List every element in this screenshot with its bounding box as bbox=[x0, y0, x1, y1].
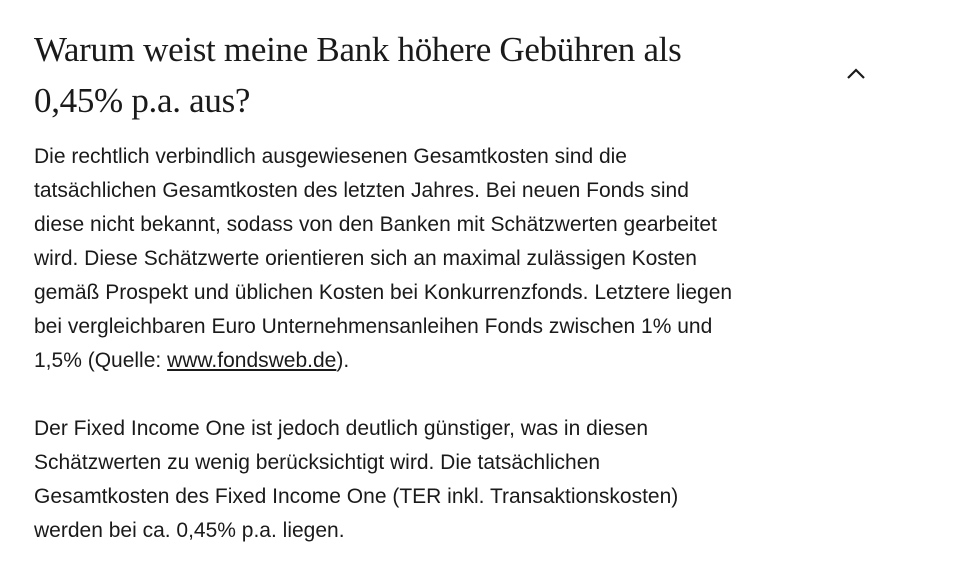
answer-line: Schätzwerten zu wenig berücksichtigt wir… bbox=[34, 451, 601, 474]
answer-line: Gesamtkosten des Fixed Income One (TER i… bbox=[34, 485, 679, 508]
source-suffix: ). bbox=[336, 349, 350, 372]
question-line: 0,45% p.a. aus? bbox=[34, 81, 251, 120]
answer-line: tatsächlichen Gesamtkosten des letzten J… bbox=[34, 179, 689, 202]
answer-paragraph-2: Der Fixed Income One ist jedoch deutlich… bbox=[34, 412, 934, 548]
answer-line: gemäß Prospekt und üblichen Kosten bei K… bbox=[34, 281, 733, 304]
answer-line: wird. Diese Schätzwerte orientieren sich… bbox=[34, 247, 697, 270]
answer-line: diese nicht bekannt, sodass von den Bank… bbox=[34, 213, 717, 236]
answer-line: 1,5% (Quelle: www.fondsweb.de). bbox=[34, 344, 934, 378]
answer-line: werden bei ca. 0,45% p.a. liegen. bbox=[34, 519, 345, 542]
faq-question[interactable]: Warum weist meine Bank höhere Gebühren a… bbox=[34, 24, 774, 126]
question-line: Warum weist meine Bank höhere Gebühren a… bbox=[34, 30, 682, 69]
fondsweb-link[interactable]: www.fondsweb.de bbox=[167, 349, 337, 372]
chevron-up-icon[interactable] bbox=[844, 62, 868, 86]
faq-question-header[interactable]: Warum weist meine Bank höhere Gebühren a… bbox=[34, 24, 934, 126]
answer-line: bei vergleichbaren Euro Unternehmensanle… bbox=[34, 315, 713, 338]
faq-answer: Die rechtlich verbindlich ausgewiesenen … bbox=[34, 140, 934, 548]
answer-line: Die rechtlich verbindlich ausgewiesenen … bbox=[34, 145, 627, 168]
answer-line: Der Fixed Income One ist jedoch deutlich… bbox=[34, 417, 648, 440]
faq-item: Warum weist meine Bank höhere Gebühren a… bbox=[34, 24, 934, 582]
answer-paragraph-1: Die rechtlich verbindlich ausgewiesenen … bbox=[34, 140, 934, 378]
source-prefix: 1,5% (Quelle: bbox=[34, 349, 168, 372]
